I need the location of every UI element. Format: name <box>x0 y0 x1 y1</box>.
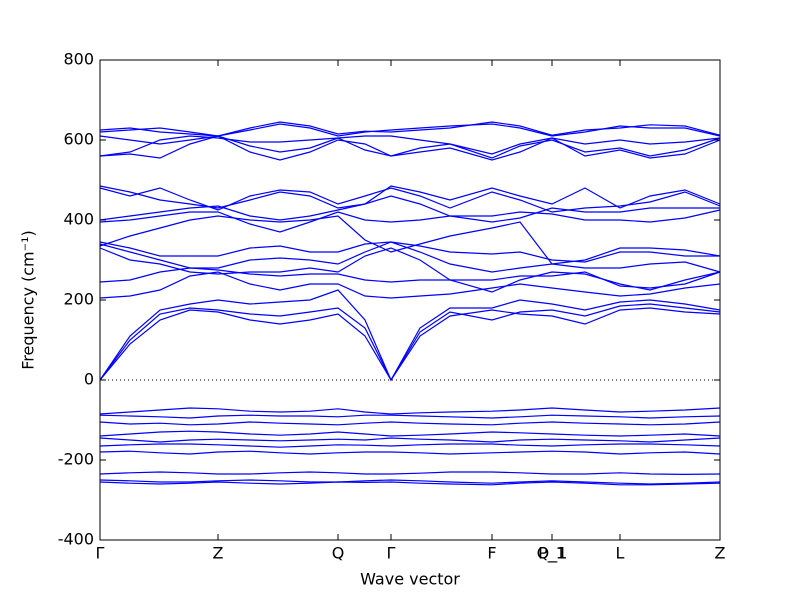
band-line <box>99 209 721 233</box>
band-line <box>99 471 721 476</box>
y-tick-label: 200 <box>63 290 94 309</box>
band-line <box>99 215 721 265</box>
x-tick-label: Q <box>332 544 345 563</box>
band-line <box>99 267 721 289</box>
x-tick-label: Γ <box>387 544 396 563</box>
y-tick-label: 800 <box>63 50 94 69</box>
y-axis-label: Frequency (cm⁻¹) <box>19 230 38 369</box>
band-line <box>99 307 721 382</box>
band-line <box>99 443 721 448</box>
band-line <box>99 271 721 299</box>
x-tick-label: L <box>616 544 625 563</box>
y-tick-label: 0 <box>84 370 94 389</box>
band-line <box>99 135 721 161</box>
y-tick-label: -400 <box>58 530 94 549</box>
x-tick-label: F <box>487 544 496 563</box>
band-line <box>99 289 721 382</box>
band-line <box>99 450 721 455</box>
band-line <box>99 481 721 486</box>
band-line <box>99 303 721 382</box>
x-tick-label: Q_1 <box>537 544 568 564</box>
band-line <box>99 187 721 213</box>
band-line <box>99 407 721 415</box>
x-tick-label: Γ <box>96 544 105 563</box>
band-line <box>99 414 721 419</box>
band-line <box>99 479 721 485</box>
x-tick-label: Z <box>715 544 726 563</box>
band-line <box>99 430 721 437</box>
band-line <box>99 421 721 426</box>
band-line <box>99 135 721 155</box>
x-axis-label: Wave vector <box>360 570 460 589</box>
y-tick-label: -200 <box>58 450 94 469</box>
band-line <box>99 437 721 443</box>
y-tick-label: 600 <box>63 130 94 149</box>
band-line <box>99 195 720 223</box>
band-line <box>99 241 720 263</box>
band-line <box>99 123 721 137</box>
band-line <box>99 185 721 209</box>
x-tick-label: Z <box>213 544 224 563</box>
y-tick-label: 400 <box>63 210 94 229</box>
band-line <box>99 121 721 137</box>
x-tick-label: P_1 <box>538 544 566 564</box>
band-line <box>99 247 721 293</box>
